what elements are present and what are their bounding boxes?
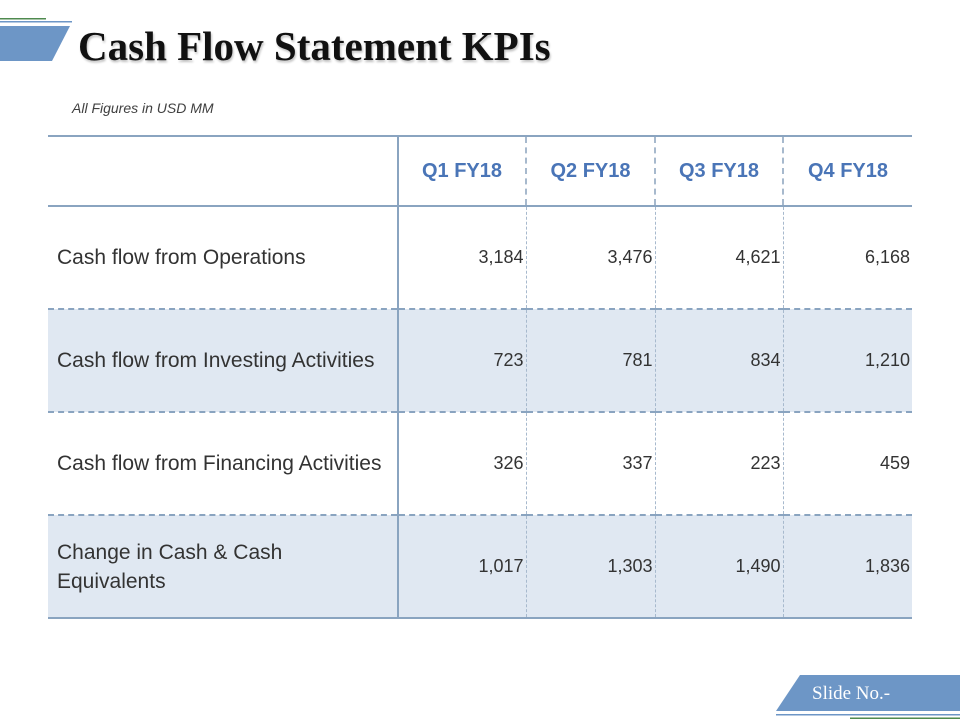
row-label: Cash flow from Financing Activities xyxy=(48,412,399,516)
value-cell: 337 xyxy=(525,412,655,516)
accent-banner xyxy=(0,26,70,61)
column-header-q2: Q2 FY18 xyxy=(525,135,655,207)
header-row: Q1 FY18 Q2 FY18 Q3 FY18 Q4 FY18 xyxy=(48,135,912,207)
slide-number-label: Slide No.- xyxy=(812,683,891,704)
value-cell: 1,210 xyxy=(782,309,912,413)
footer-line-blue xyxy=(776,714,960,716)
value-cell: 3,184 xyxy=(398,206,526,310)
column-header-q4: Q4 FY18 xyxy=(782,135,912,207)
value-cell: 1,303 xyxy=(525,515,655,619)
row-label: Change in Cash & Cash Equivalents xyxy=(48,515,399,619)
row-label: Cash flow from Investing Activities xyxy=(48,309,399,413)
value-cell: 326 xyxy=(398,412,526,516)
row-label: Cash flow from Operations xyxy=(48,206,399,310)
units-note: All Figures in USD MM xyxy=(72,100,214,116)
slide-title: Cash Flow Statement KPIs xyxy=(78,23,551,69)
value-cell: 781 xyxy=(525,309,655,413)
table-row-operations: Cash flow from Operations 3,184 3,476 4,… xyxy=(48,206,912,310)
value-cell: 1,836 xyxy=(782,515,912,619)
value-cell: 223 xyxy=(654,412,783,516)
header-corner-cell xyxy=(48,135,399,207)
footer-line-green xyxy=(850,717,960,719)
value-cell: 4,621 xyxy=(654,206,783,310)
value-cell: 3,476 xyxy=(525,206,655,310)
title-accent-graphic xyxy=(0,18,72,61)
value-cell: 6,168 xyxy=(782,206,912,310)
column-header-q1: Q1 FY18 xyxy=(398,135,526,207)
table-row-financing: Cash flow from Financing Activities 326 … xyxy=(48,412,912,516)
column-header-q3: Q3 FY18 xyxy=(654,135,783,207)
table-row-investing: Cash flow from Investing Activities 723 … xyxy=(48,309,912,413)
value-cell: 1,490 xyxy=(654,515,783,619)
accent-line-middle xyxy=(0,21,72,23)
value-cell: 1,017 xyxy=(398,515,526,619)
value-cell: 459 xyxy=(782,412,912,516)
table-row-change-in-cash: Change in Cash & Cash Equivalents 1,017 … xyxy=(48,515,912,619)
kpi-table: Q1 FY18 Q2 FY18 Q3 FY18 Q4 FY18 Cash flo… xyxy=(48,135,912,619)
value-cell: 723 xyxy=(398,309,526,413)
value-cell: 834 xyxy=(654,309,783,413)
accent-line-top xyxy=(0,18,46,20)
